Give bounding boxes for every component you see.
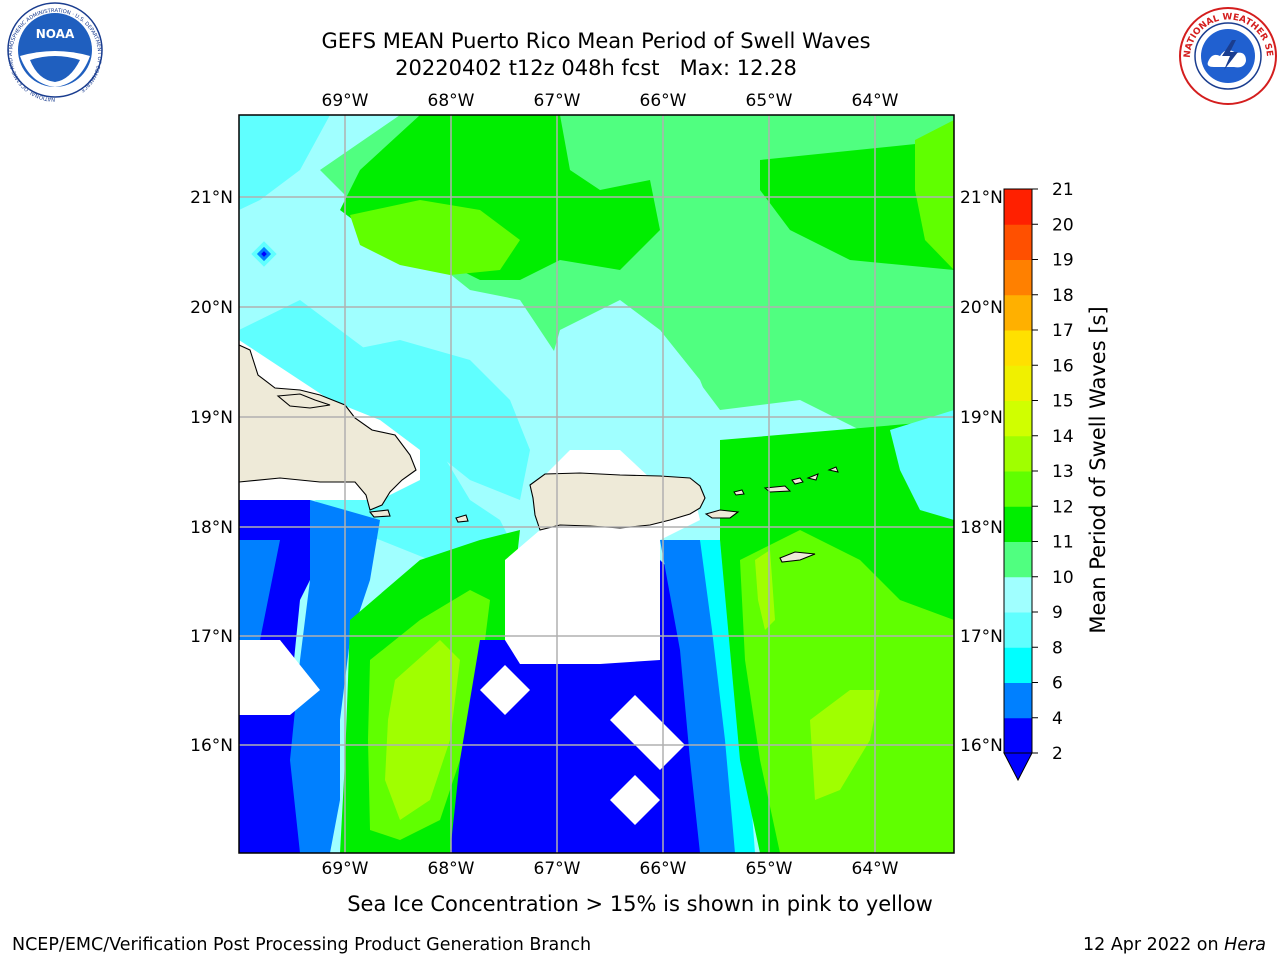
colorbar-tick-label: 20 <box>1052 215 1074 235</box>
lon-label: 69°W <box>322 859 369 879</box>
colorbar-tick-label: 2 <box>1052 744 1063 764</box>
colorbar-segment <box>1004 365 1032 401</box>
lat-label: 18°N <box>960 518 1003 538</box>
lon-label: 66°W <box>640 91 687 111</box>
colorbar-segment <box>1004 506 1032 542</box>
masked-area-central <box>505 500 660 664</box>
footer-date-host: 12 Apr 2022 on Hera <box>1083 935 1266 955</box>
colorbar-tick-label: 11 <box>1052 533 1074 553</box>
colorbar-segment <box>1004 400 1032 437</box>
lat-label: 17°N <box>960 627 1003 647</box>
lat-label: 18°N <box>190 518 233 538</box>
lat-labels-right: 21°N 20°N 19°N 18°N 17°N 16°N <box>960 188 1003 756</box>
noaa-logo-text: NOAA <box>36 27 75 41</box>
lat-label: 17°N <box>190 627 233 647</box>
lon-labels-top: 69°W 68°W 67°W 66°W 65°W 64°W <box>322 91 899 111</box>
sea-ice-note: Sea Ice Concentration > 15% is shown in … <box>347 892 933 916</box>
colorbar-segment <box>1004 612 1032 648</box>
gridlines <box>239 115 954 853</box>
lon-label: 64°W <box>852 859 899 879</box>
lat-label: 20°N <box>190 298 233 318</box>
colorbar-segment <box>1004 189 1032 225</box>
swell-12-13s-north <box>350 200 520 275</box>
colorbar-tick-label: 8 <box>1052 638 1063 658</box>
map-frame <box>238 114 955 854</box>
colorbar-tick-label: 21 <box>1052 180 1074 200</box>
land-st-croix <box>779 551 816 563</box>
lon-labels-bottom: 69°W 68°W 67°W 66°W 65°W 64°W <box>322 859 899 879</box>
colorbar-label: Mean Period of Swell Waves [s] <box>1086 306 1110 633</box>
noaa-logo: NOAA NATIONAL OCEANIC AND ATMOSPHERIC AD… <box>7 2 103 102</box>
lat-labels-left: 21°N 20°N 19°N 18°N 17°N 16°N <box>190 188 233 756</box>
colorbar-tick-label: 18 <box>1052 286 1074 306</box>
footer-host: Hera <box>1224 935 1266 955</box>
map-panel <box>239 115 954 853</box>
colorbar-tick-label: 9 <box>1052 603 1063 623</box>
land-puerto-rico <box>529 472 706 531</box>
swell-11-12s-northeast <box>760 140 954 270</box>
footer-credit: NCEP/EMC/Verification Post Processing Pr… <box>12 935 591 955</box>
colorbar-segment <box>1004 647 1032 683</box>
colorbar-tick-label: 16 <box>1052 356 1074 376</box>
colorbar-tick-label: 6 <box>1052 674 1063 694</box>
lat-label: 21°N <box>190 188 233 208</box>
lon-label: 65°W <box>746 91 793 111</box>
lon-label: 69°W <box>322 91 369 111</box>
colorbar-tick-label: 10 <box>1052 568 1074 588</box>
colorbar-segment <box>1004 294 1032 331</box>
colorbar-tick-label: 17 <box>1052 321 1074 341</box>
colorbar-segment <box>1004 471 1032 507</box>
land-virgin-islands <box>704 509 740 519</box>
swell-12-13s-northeast-edge <box>915 120 954 270</box>
lat-label: 19°N <box>190 408 233 428</box>
lon-label: 65°W <box>746 859 793 879</box>
colorbar-under-extension <box>1003 752 1033 782</box>
lon-label: 67°W <box>534 91 581 111</box>
colorbar-segment <box>1004 259 1032 296</box>
colorbar: 2 4 6 8 9 10 11 12 13 14 15 16 17 18 19 20 21 <box>1003 180 1074 782</box>
lon-label: 68°W <box>428 91 475 111</box>
colorbar-segment <box>1004 224 1032 260</box>
chart-subtitle: 20220402 t12z 048h fcst Max: 12.28 <box>395 56 797 80</box>
colorbar-tick-label: 15 <box>1052 392 1074 412</box>
land-hispaniola <box>239 344 417 511</box>
lon-label: 67°W <box>534 859 581 879</box>
colorbar-tick-label: 13 <box>1052 462 1074 482</box>
lon-label: 64°W <box>852 91 899 111</box>
lon-label: 66°W <box>640 859 687 879</box>
colorbar-segment <box>1004 576 1032 613</box>
lat-label: 21°N <box>960 188 1003 208</box>
colorbar-segment <box>1004 541 1032 578</box>
colorbar-tick-label: 14 <box>1052 427 1074 447</box>
colorbar-segment <box>1004 717 1032 754</box>
lat-label: 16°N <box>190 736 233 756</box>
colorbar-tick-label: 12 <box>1052 497 1074 517</box>
lat-label: 19°N <box>960 408 1003 428</box>
colorbar-tick-label: 19 <box>1052 251 1074 271</box>
colorbar-segment <box>1004 435 1032 472</box>
lat-label: 16°N <box>960 736 1003 756</box>
footer-date: 12 Apr 2022 on <box>1083 935 1224 955</box>
colorbar-segment <box>1004 330 1032 366</box>
lon-label: 68°W <box>428 859 475 879</box>
lat-label: 20°N <box>960 298 1003 318</box>
chart-title: GEFS MEAN Puerto Rico Mean Period of Swe… <box>321 29 870 53</box>
swell-13-14s-south <box>385 640 460 820</box>
colorbar-segment <box>1004 682 1032 719</box>
colorbar-tick-label: 4 <box>1052 709 1063 729</box>
